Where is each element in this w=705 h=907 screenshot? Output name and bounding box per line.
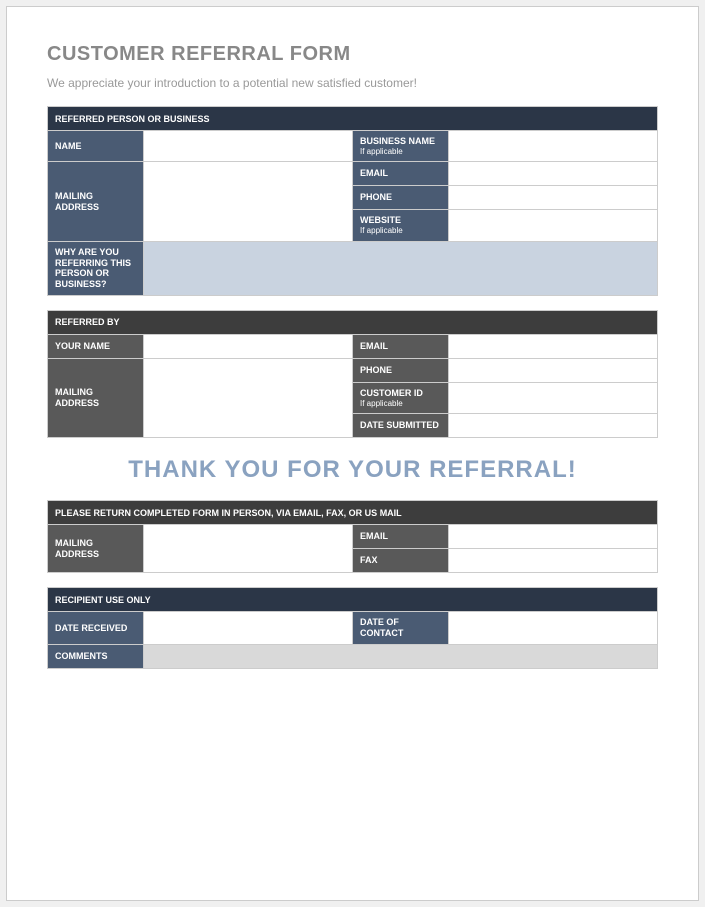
page-subtitle: We appreciate your introduction to a pot… <box>47 76 658 90</box>
input-customer-id[interactable] <box>449 382 658 413</box>
label-name: NAME <box>48 131 144 162</box>
thanks-heading: THANK YOU FOR YOUR REFERRAL! <box>47 456 658 484</box>
input-date-contact[interactable] <box>449 612 658 645</box>
label-phone2: PHONE <box>353 358 449 382</box>
label-mailing3: MAILING ADDRESS <box>48 525 144 573</box>
input-fax[interactable] <box>449 549 658 573</box>
input-comments[interactable] <box>144 644 658 668</box>
input-mailing[interactable] <box>144 162 353 241</box>
label-why: WHY ARE YOU REFERRING THIS PERSON OR BUS… <box>48 241 144 295</box>
input-name[interactable] <box>144 131 353 162</box>
label-fax: FAX <box>353 549 449 573</box>
section1-header: REFERRED PERSON OR BUSINESS <box>48 107 658 131</box>
label-date-received: DATE RECEIVED <box>48 612 144 645</box>
label-phone: PHONE <box>353 186 449 210</box>
input-mailing2[interactable] <box>144 358 353 437</box>
section4-header: RECIPIENT USE ONLY <box>48 588 658 612</box>
input-your-name[interactable] <box>144 334 353 358</box>
page-title: CUSTOMER REFERRAL FORM <box>47 43 658 66</box>
input-mailing3[interactable] <box>144 525 353 573</box>
input-why[interactable] <box>144 241 658 295</box>
label-your-name: YOUR NAME <box>48 334 144 358</box>
label-mailing: MAILING ADDRESS <box>48 162 144 241</box>
input-email3[interactable] <box>449 525 658 549</box>
input-business[interactable] <box>449 131 658 162</box>
label-website: WEBSITE If applicable <box>353 210 449 241</box>
referred-person-table: REFERRED PERSON OR BUSINESS NAME BUSINES… <box>47 106 658 296</box>
section2-header: REFERRED BY <box>48 310 658 334</box>
label-mailing2: MAILING ADDRESS <box>48 358 144 437</box>
input-website[interactable] <box>449 210 658 241</box>
label-email3: EMAIL <box>353 525 449 549</box>
label-date-contact: DATE OF CONTACT <box>353 612 449 645</box>
input-phone[interactable] <box>449 186 658 210</box>
input-date-received[interactable] <box>144 612 353 645</box>
recipient-use-table: RECIPIENT USE ONLY DATE RECEIVED DATE OF… <box>47 587 658 669</box>
label-email2: EMAIL <box>353 334 449 358</box>
section3-header: PLEASE RETURN COMPLETED FORM IN PERSON, … <box>48 501 658 525</box>
input-date-submitted[interactable] <box>449 414 658 438</box>
input-phone2[interactable] <box>449 358 658 382</box>
referred-by-table: REFERRED BY YOUR NAME EMAIL MAILING ADDR… <box>47 310 658 438</box>
input-email2[interactable] <box>449 334 658 358</box>
label-customer-id: CUSTOMER ID If applicable <box>353 382 449 413</box>
label-business: BUSINESS NAME If applicable <box>353 131 449 162</box>
label-comments: COMMENTS <box>48 644 144 668</box>
label-email: EMAIL <box>353 162 449 186</box>
input-email[interactable] <box>449 162 658 186</box>
return-form-table: PLEASE RETURN COMPLETED FORM IN PERSON, … <box>47 500 658 573</box>
label-date-submitted: DATE SUBMITTED <box>353 414 449 438</box>
form-page: CUSTOMER REFERRAL FORM We appreciate you… <box>6 6 699 901</box>
